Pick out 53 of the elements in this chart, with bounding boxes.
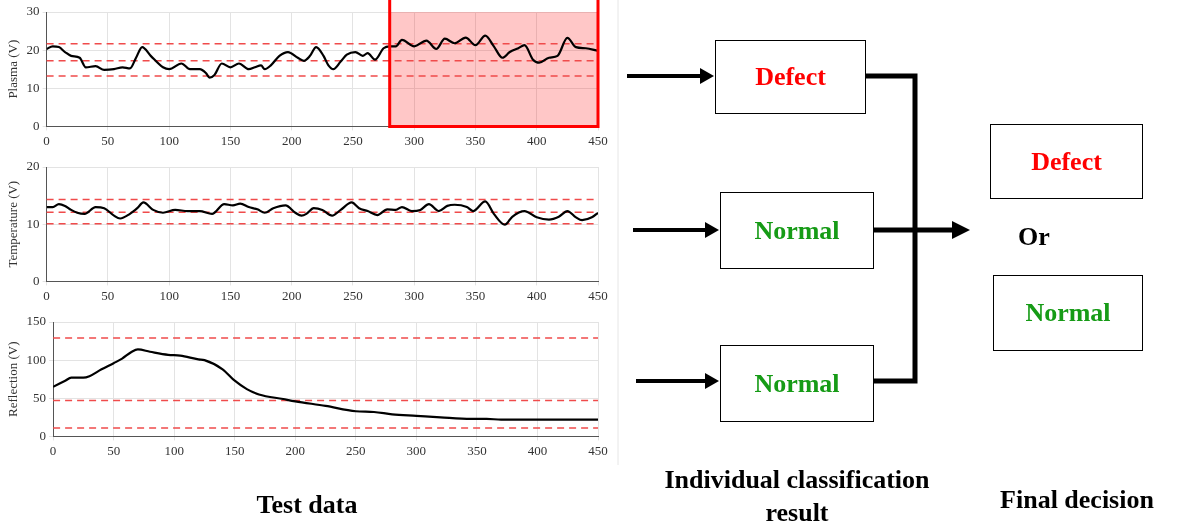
x-tick-label: 150: [220, 132, 241, 148]
x-tick-label: 250: [343, 132, 363, 148]
y-axis-title: Plasma (V): [5, 39, 21, 99]
y-tick-label: 20: [26, 41, 40, 57]
text: Individual classification result: [663, 464, 931, 529]
x-tick-label: 350: [465, 132, 486, 148]
text: Test data: [255, 489, 359, 521]
text-box: Normal: [720, 192, 874, 269]
x-tick-label: 150: [224, 442, 245, 458]
y-tick-label: 0: [39, 427, 47, 443]
x-tick-label: 300: [404, 132, 424, 148]
x-tick-label: 50: [101, 132, 115, 148]
y-tick-label: 10: [26, 79, 40, 95]
x-tick-label: 450: [588, 287, 608, 303]
x-tick-label: 400: [526, 132, 547, 148]
x-tick-label: 100: [159, 287, 179, 303]
text: Or: [1018, 222, 1050, 252]
x-tick-label: 250: [343, 287, 363, 303]
x-tick-label: 200: [281, 287, 302, 303]
y-tick-label: 0: [33, 117, 40, 133]
x-tick-label: 350: [467, 442, 487, 458]
text-box: Defect: [990, 124, 1143, 199]
y-axis-title: Temperature (V): [5, 180, 21, 268]
x-tick-label: 50: [101, 287, 115, 303]
x-tick-label: 50: [107, 442, 121, 458]
y-tick-label: 20: [26, 158, 40, 174]
x-tick-label: 350: [465, 287, 486, 303]
text-box: Normal: [993, 275, 1143, 351]
x-tick-label: 400: [527, 442, 548, 458]
x-tick-label: 250: [346, 442, 366, 458]
y-axis-title: Reflection (V): [5, 341, 21, 417]
x-tick-label: 0: [49, 442, 57, 458]
x-tick-label: 200: [281, 132, 302, 148]
y-tick-label: 0: [33, 272, 40, 288]
x-tick-label: 300: [406, 442, 427, 458]
x-tick-label: 400: [526, 287, 547, 303]
y-tick-label: 10: [26, 215, 40, 231]
x-tick-label: 300: [404, 287, 424, 303]
x-tick-label: 100: [164, 442, 184, 458]
x-tick-label: 150: [220, 287, 241, 303]
line-series: [46, 200, 598, 226]
x-tick-label: 100: [159, 132, 179, 148]
y-tick-label: 100: [26, 351, 47, 367]
y-tick-label: 30: [26, 3, 40, 19]
text-box: Defect: [715, 40, 866, 114]
x-tick-label: 450: [588, 442, 608, 458]
y-tick-label: 150: [26, 313, 47, 329]
y-tick-label: 50: [33, 389, 47, 405]
x-tick-label: 450: [588, 132, 608, 148]
text-box: Normal: [720, 345, 874, 422]
text: Final decision: [999, 484, 1155, 516]
x-tick-label: 200: [285, 442, 306, 458]
line-series: [46, 34, 598, 79]
